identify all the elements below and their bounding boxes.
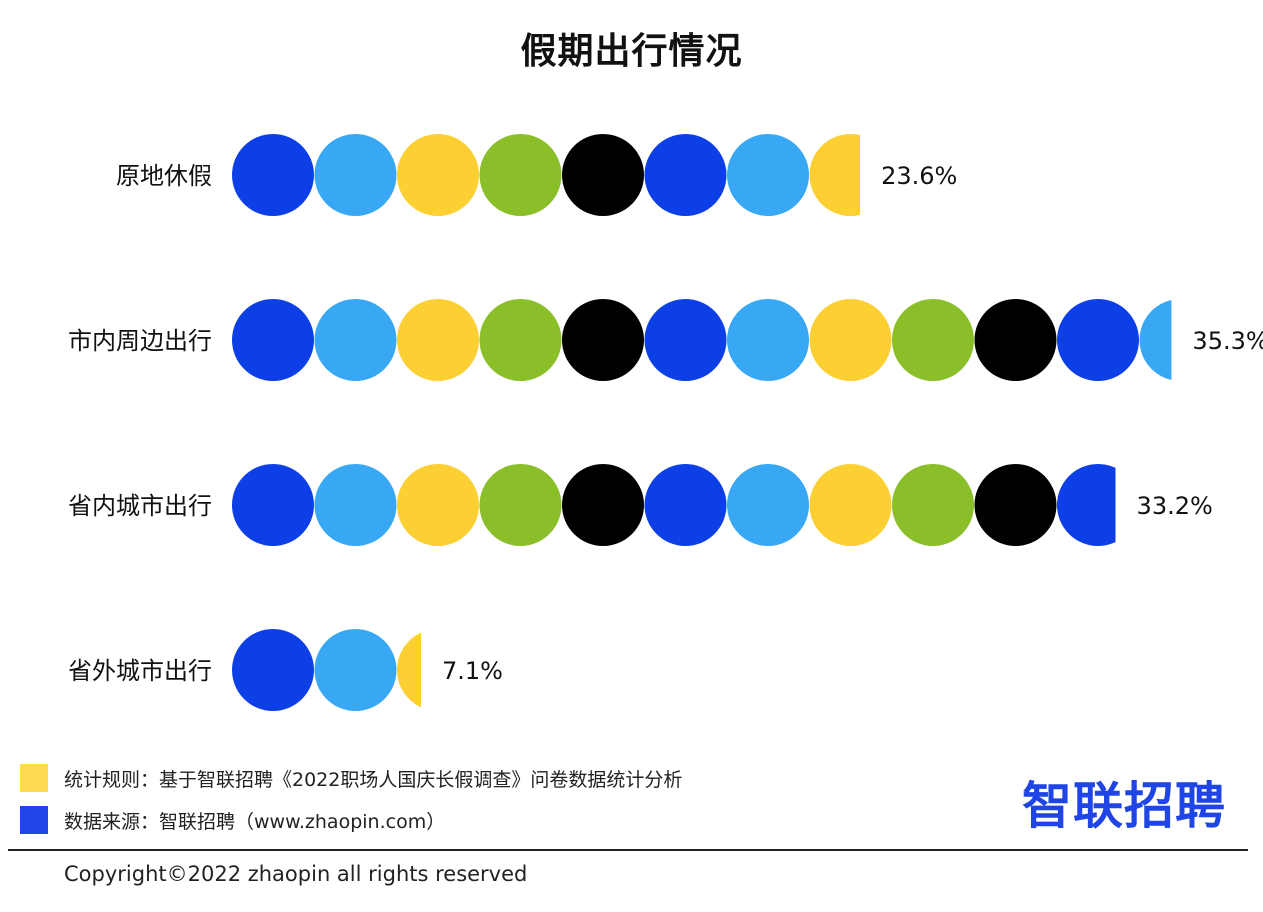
divider [8,849,1248,851]
note-source-text: 数据来源：智联招聘（www.zhaopin.com） [64,810,446,833]
bar-circles [232,299,1172,381]
bar-circle [974,299,1057,381]
bar-circle [809,299,892,381]
bar-circle [1139,300,1172,380]
bar-circle [232,299,314,381]
bar-circle [397,299,479,381]
bar-circle [479,299,562,381]
bar-circle [232,629,314,711]
bar-circle [562,134,644,216]
bar-circle [727,464,809,546]
bar-circle [314,299,397,381]
chart-title: 假期出行情况 [520,31,743,72]
bar-circle [479,464,562,546]
bar-circle [644,134,727,216]
bar-circle [809,464,892,546]
zhaopin-logo: 智联招聘 [1022,777,1226,835]
category-label: 省内城市出行 [68,492,212,520]
bar-circle [892,464,974,546]
bar-circle [232,134,314,216]
bar-circle [314,134,397,216]
bar-circle [892,299,974,381]
copyright: Copyright©2022 zhaopin all rights reserv… [64,862,528,886]
value-label: 23.6% [881,162,957,190]
bar-circle [809,134,861,216]
bar-circle [314,629,397,711]
bar-circles [232,464,1116,546]
bar-circle [562,464,644,546]
value-label: 33.2% [1137,492,1213,520]
note-source: 数据来源：智联招聘（www.zhaopin.com） [20,806,682,834]
bar-circle [397,464,479,546]
category-label: 市内周边出行 [68,327,212,355]
bar-circles [232,134,861,216]
bar-circle [1057,464,1116,546]
value-label: 7.1% [442,657,503,685]
pictorial-bar-chart: 原地休假 23.6% 市内周边出行 35.3% 省内城市出行 33.2% 省外城市出行 7.1… [68,134,1263,711]
bar-circle [562,299,644,381]
note-rule-swatch [20,764,48,792]
note-rule: 统计规则：基于智联招聘《2022职场人国庆长假调查》问卷数据统计分析 [20,764,682,792]
category-label: 原地休假 [116,162,212,190]
notes: 统计规则：基于智联招聘《2022职场人国庆长假调查》问卷数据统计分析 数据来源：… [20,764,682,848]
bar-circle [314,464,397,546]
bar-circle [727,299,809,381]
bar-circle [397,134,479,216]
bar-circle [232,464,314,546]
note-source-swatch [20,806,48,834]
bar-circle [644,464,727,546]
category-label: 省外城市出行 [68,657,212,685]
bar-circle [397,632,421,708]
bar-circle [974,464,1057,546]
bar-circle [1057,299,1139,381]
bar-circles [232,629,421,711]
note-rule-text: 统计规则：基于智联招聘《2022职场人国庆长假调查》问卷数据统计分析 [64,768,683,791]
value-label: 35.3% [1192,327,1263,355]
bar-circle [644,299,727,381]
bar-circle [727,134,809,216]
bar-circle [479,134,562,216]
